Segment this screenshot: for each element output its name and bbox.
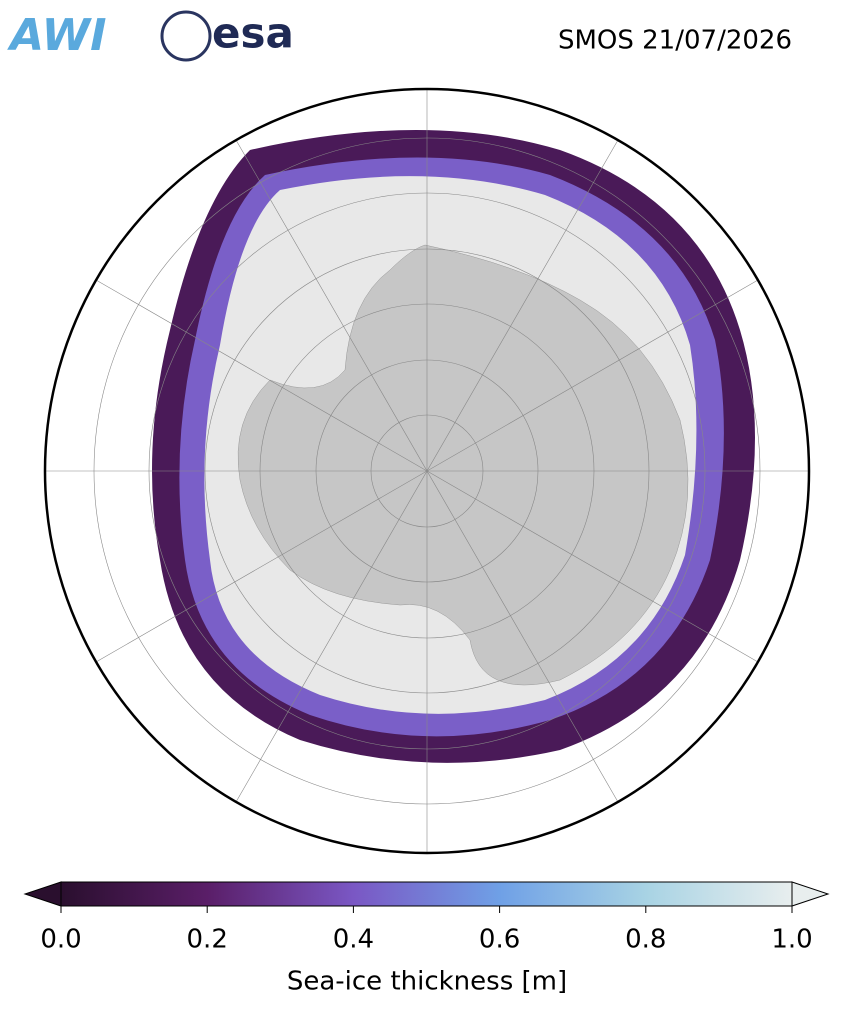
colorbar [23,881,830,907]
colorbar-tick-label: 0.0 [40,925,81,955]
colorbar-tick-label: 1.0 [771,925,812,955]
colorbar-extend-low [23,881,62,907]
map-frame [43,87,811,855]
title: SMOS 21/07/2026 [558,26,792,56]
awi-logo: AWI [7,10,107,61]
colorbar-tick-label: 0.4 [333,925,374,955]
esa-logo: esa [212,9,294,58]
colorbar-label: Sea-ice thickness [m] [287,967,567,997]
colorbar-bar [60,881,793,907]
esa-emblem [160,10,212,62]
antarctica [237,244,689,686]
colorbar-tick-label: 0.6 [479,925,520,955]
graticule [45,89,809,853]
colorbar-tick-label: 0.2 [187,925,228,955]
colorbar-extend-high [791,881,830,907]
map [45,89,809,853]
colorbar-tick-label: 0.8 [625,925,666,955]
